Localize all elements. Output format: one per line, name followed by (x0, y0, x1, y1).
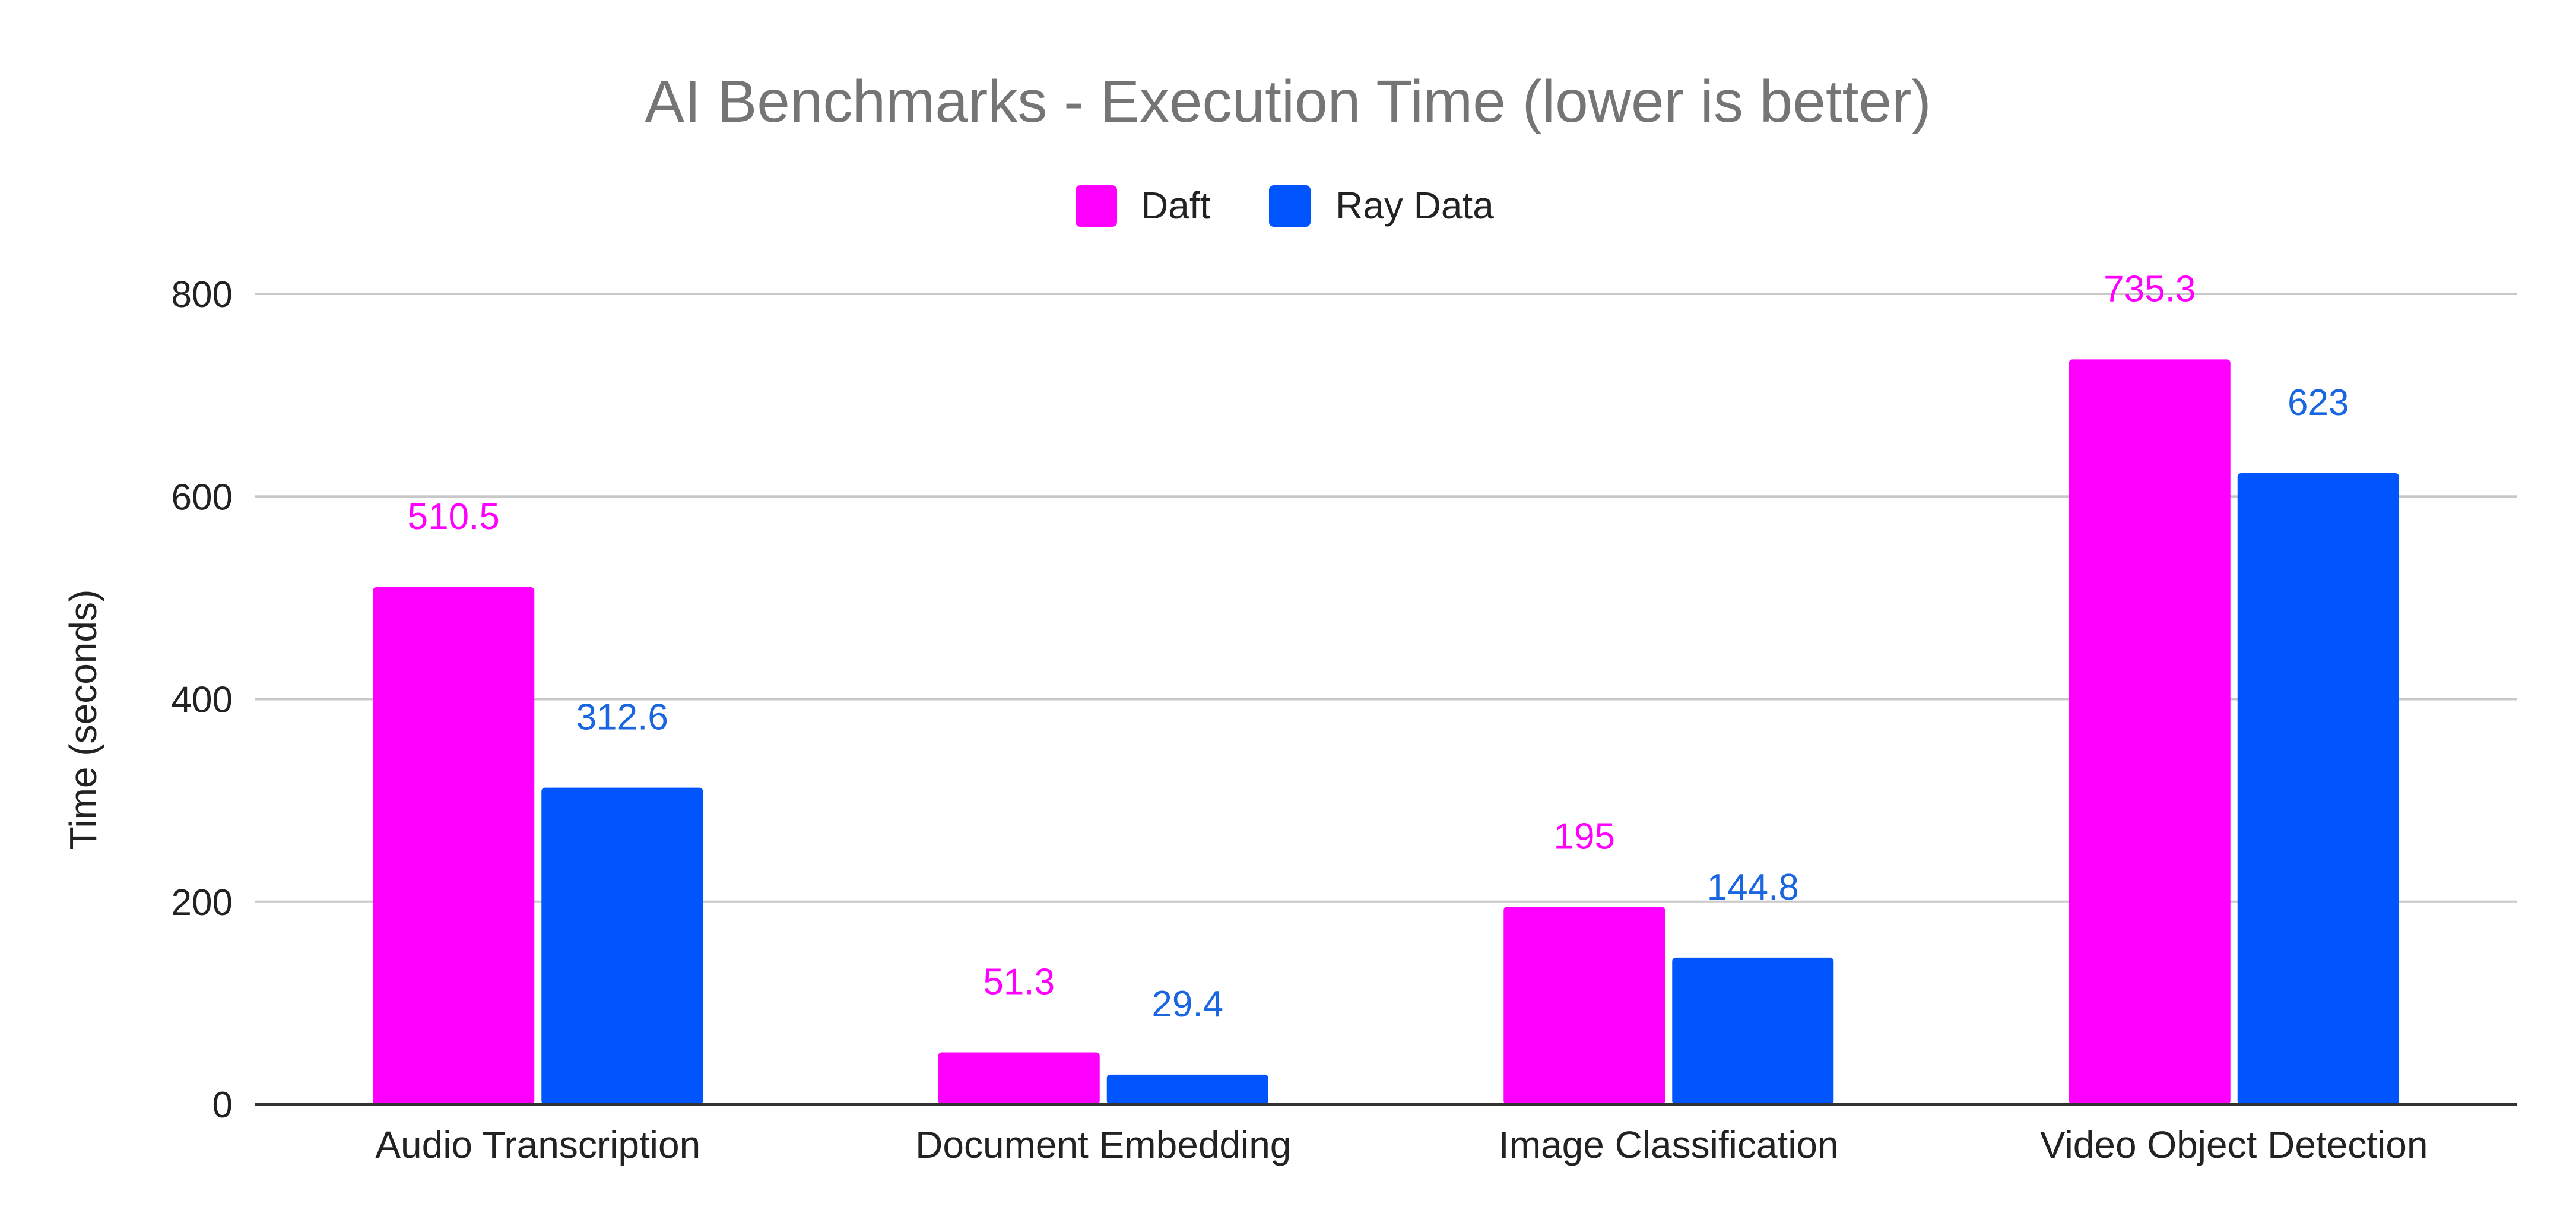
data-labels: 510.5 312.6 51.3 29.4 195 144.8 735.3 623 (408, 268, 2349, 1024)
legend-swatch-ray-data (1269, 185, 1311, 227)
chart-title: AI Benchmarks - Execution Time (lower is… (645, 68, 1931, 135)
bar-ray-data (541, 787, 703, 1104)
legend: Daft Ray Data (1076, 184, 1494, 227)
data-label-daft: 195 (1554, 816, 1615, 857)
legend-label-daft: Daft (1141, 184, 1211, 227)
bar-daft (938, 1052, 1100, 1104)
bars (373, 359, 2399, 1105)
y-tick-label: 600 (172, 477, 233, 518)
legend-label-ray-data: Ray Data (1335, 184, 1494, 227)
data-label-ray-data: 144.8 (1707, 867, 1799, 908)
data-label-ray-data: 623 (2288, 382, 2349, 423)
y-tick-label: 400 (172, 680, 233, 721)
x-category-label: Document Embedding (915, 1123, 1291, 1166)
bar-daft (373, 587, 535, 1104)
data-label-ray-data: 312.6 (576, 697, 668, 738)
x-category-label: Video Object Detection (2040, 1123, 2428, 1166)
y-tick-label: 200 (172, 882, 233, 923)
y-tick-label: 0 (212, 1085, 233, 1126)
data-label-daft: 510.5 (408, 496, 500, 537)
data-label-ray-data: 29.4 (1151, 984, 1223, 1025)
bar-daft (1503, 907, 1665, 1104)
bar-daft (2069, 359, 2231, 1105)
y-axis-label: Time (seconds) (62, 590, 104, 850)
x-axis-categories: Audio Transcription Document Embedding Ima… (375, 1123, 2428, 1166)
x-category-label: Audio Transcription (375, 1123, 700, 1166)
bar-ray-data (1106, 1074, 1268, 1104)
bar-ray-data (2237, 473, 2399, 1104)
bar-ray-data (1672, 957, 1834, 1104)
y-tick-label: 800 (172, 274, 233, 315)
x-category-label: Image Classification (1499, 1123, 1839, 1166)
legend-swatch-daft (1076, 185, 1117, 227)
y-axis-ticks: 0 200 400 600 800 (172, 274, 233, 1126)
data-label-daft: 735.3 (2104, 268, 2196, 309)
data-label-daft: 51.3 (983, 961, 1055, 1002)
